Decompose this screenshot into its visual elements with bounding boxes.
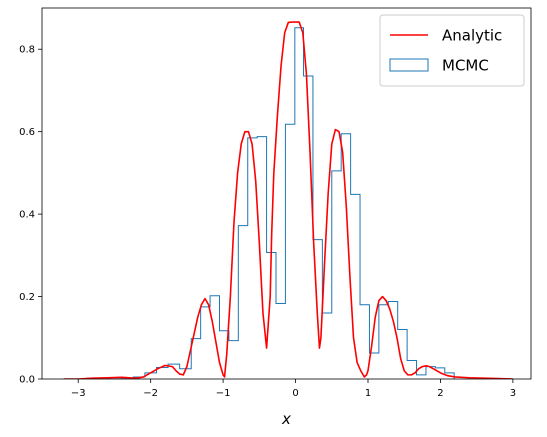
x-tick-label: −2 (143, 388, 158, 399)
y-tick-label: 0.2 (19, 292, 35, 303)
x-axis-label: x (281, 410, 291, 428)
x-tick-label: 0 (292, 388, 298, 399)
histogram-bar (238, 226, 247, 379)
histogram-bar (285, 124, 294, 379)
mcmc-histogram-outline (63, 27, 455, 379)
histogram-bar (201, 307, 210, 379)
histogram-bar (369, 353, 378, 379)
histogram-bar (417, 375, 426, 379)
analytic-series (63, 21, 513, 379)
histogram-bar (388, 302, 397, 379)
axes: −3 −2 −1 0 1 2 3 0.0 0.2 0.4 0.6 0.8 (19, 7, 532, 399)
histogram-bar (276, 304, 285, 379)
y-tick-label: 0.8 (19, 45, 35, 56)
analytic-line (63, 21, 513, 379)
y-tick-label: 0.0 (19, 375, 35, 386)
mcmc-histogram (63, 27, 455, 379)
x-tick-label: −3 (71, 388, 86, 399)
axes-frame (41, 7, 532, 380)
y-tick-label: 0.4 (19, 210, 35, 221)
x-tick-label: 2 (437, 388, 443, 399)
histogram-bar (257, 137, 266, 379)
histogram-bar (295, 28, 304, 379)
legend-box (379, 14, 525, 87)
histogram-bar (332, 171, 341, 379)
x-tick-label: 1 (365, 388, 371, 399)
x-tick-label: −1 (216, 388, 231, 399)
x-tick-label: 3 (510, 388, 516, 399)
legend-label: Analytic (442, 27, 502, 45)
plot-area (63, 21, 513, 379)
legend: Analytic MCMC (379, 14, 525, 87)
histogram-bar (322, 313, 331, 379)
legend-label: MCMC (442, 57, 489, 75)
histogram-bar (407, 360, 416, 379)
histogram-bar (379, 305, 388, 379)
y-tick-label: 0.6 (19, 127, 35, 138)
legend-swatch-box (389, 58, 429, 72)
histogram-bar (229, 341, 238, 379)
histogram-bar (191, 339, 200, 379)
